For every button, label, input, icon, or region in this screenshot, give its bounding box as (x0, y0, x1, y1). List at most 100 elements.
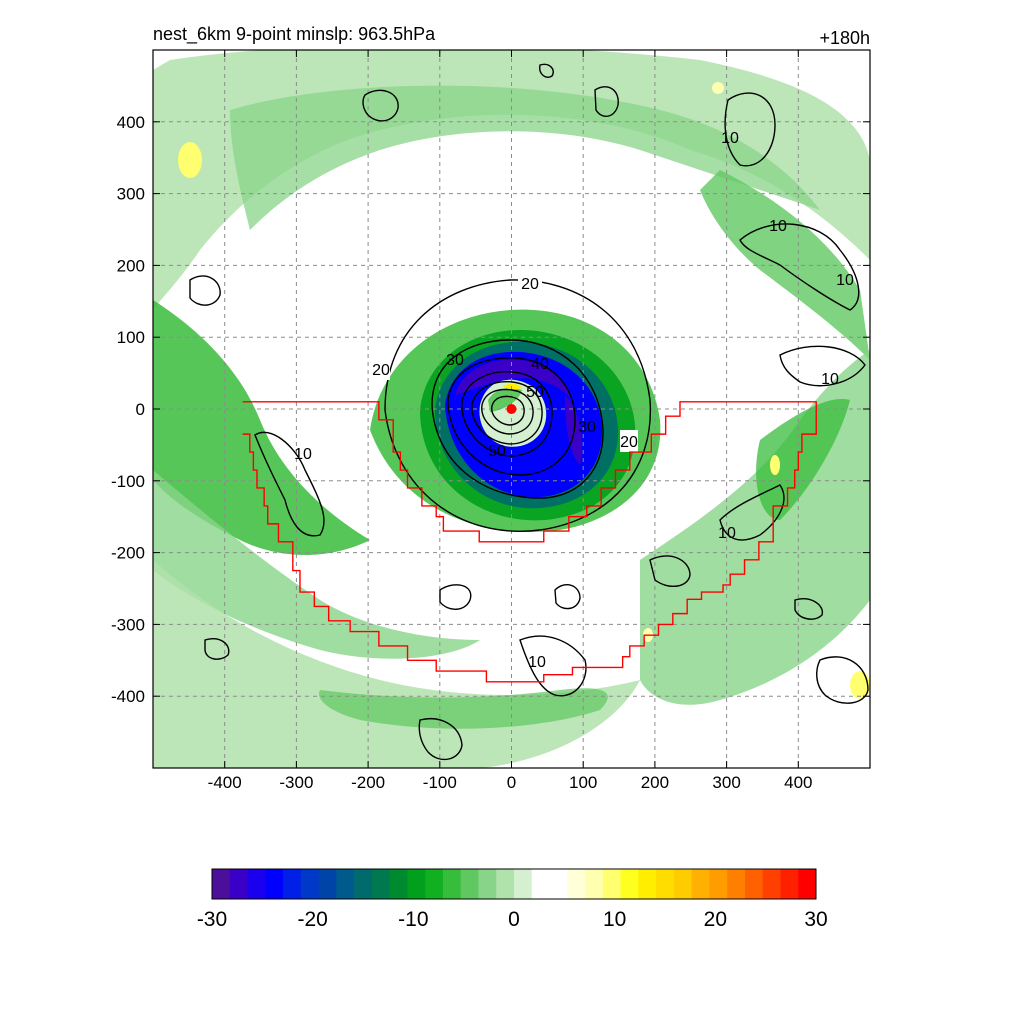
colorbar-swatch (283, 869, 302, 899)
colorbar-swatch (247, 869, 266, 899)
contour-30-ring (431, 339, 604, 499)
contour-inner-2 (481, 388, 534, 435)
contour-label-30-east: 30 (578, 419, 596, 436)
contour-small-5 (204, 638, 230, 660)
contour-small-10 (418, 718, 463, 761)
chart-title-right: +180h (819, 28, 870, 48)
colorbar-swatch (389, 869, 408, 899)
contour-small-6 (816, 656, 869, 704)
colorbar-swatch (762, 869, 781, 899)
contour-label-20-west: 20 (372, 362, 390, 379)
x-tick-label: 0 (507, 773, 516, 792)
contour-small-9 (794, 598, 824, 620)
contour-50-ring (461, 371, 553, 457)
x-tick-label: 300 (712, 773, 740, 792)
colorbar-swatch (744, 869, 764, 899)
colorbar-swatch (478, 869, 497, 899)
colorbar-swatch (442, 869, 462, 899)
contour-inner-1 (471, 381, 543, 445)
colorbar-swatch (798, 869, 817, 899)
y-tick-label: 300 (117, 185, 145, 204)
y-tick-label: -300 (111, 615, 145, 634)
colorbar-label: 30 (804, 908, 827, 931)
colorbar-label: -10 (398, 908, 428, 931)
colorbar-swatch (531, 869, 551, 899)
colorbar-swatch (691, 869, 710, 899)
contour-small-3 (439, 584, 472, 610)
contour-label-50-sw: 50 (488, 443, 506, 460)
colorbar-swatch (229, 869, 249, 899)
contour-label-20-top: 20 (521, 276, 539, 293)
contour-label-10-south: 10 (528, 654, 546, 671)
contour-10-west (254, 431, 325, 537)
contour-10-far-ne (779, 345, 866, 387)
colorbar-label: 10 (603, 908, 626, 931)
y-tick-label: 0 (136, 400, 145, 419)
positive-patch-ne (712, 82, 724, 94)
contour-inner-3 (491, 395, 525, 426)
eye-green (488, 388, 522, 412)
colorbar-swatch (549, 869, 568, 899)
south-rainband (319, 688, 608, 729)
x-tick-label: -100 (423, 773, 457, 792)
contour-small-7 (538, 63, 554, 78)
x-tick-label: 400 (784, 773, 812, 792)
colorbar-label: -30 (197, 908, 227, 931)
x-tick-label: 200 (641, 773, 669, 792)
colorbar-swatch (585, 869, 604, 899)
y-tick-label: -200 (111, 544, 145, 563)
contour-label-20-east: 20 (620, 434, 638, 451)
colorbar-swatch (727, 869, 746, 899)
colorbar-swatch (460, 869, 479, 899)
colorbar-label: 0 (508, 908, 520, 931)
contour-small-8 (649, 555, 691, 587)
contour-small-2 (594, 86, 619, 117)
contour-20-ring (384, 279, 652, 532)
colorbar-swatch (425, 869, 444, 899)
y-axis: 400 300 200 100 0 -100 -200 -300 -400 (111, 113, 870, 706)
contour-label-10-west: 10 (294, 446, 312, 463)
contour-label-10-ne-2: 10 (721, 130, 739, 147)
eyewall-purple (455, 359, 572, 400)
contour-10-ne (739, 223, 860, 311)
contour-10-east (719, 484, 785, 541)
contour-lines (189, 63, 869, 761)
x-tick-label: -300 (279, 773, 313, 792)
west-rainband (153, 300, 370, 555)
west-rainband-light (153, 470, 480, 659)
colorbar-swatch (780, 869, 799, 899)
colorbar-swatch (496, 869, 515, 899)
contour-small-11 (554, 584, 581, 610)
x-tick-label: -200 (351, 773, 385, 792)
colorbar-swatch (265, 869, 284, 899)
southeast-rainband-dark (756, 399, 850, 520)
contour-40-ring (447, 357, 576, 476)
positive-patch-e (770, 455, 780, 475)
contour-label-30-nw: 30 (446, 352, 464, 369)
colorbar-swatch (514, 869, 533, 899)
colorbar-swatch (336, 869, 355, 899)
x-tick-label: 100 (569, 773, 597, 792)
colorbar-swatch (212, 869, 231, 899)
contour-label-40: 40 (531, 356, 549, 373)
contour-10-ne-2 (724, 92, 776, 167)
colorbar-swatch (638, 869, 657, 899)
colorbar-swatch (318, 869, 337, 899)
positive-patch-se (850, 671, 870, 699)
x-axis: -400 -300 -200 -100 0 100 200 300 400 (208, 50, 812, 792)
contour-label-50-ne: 50 (526, 384, 544, 401)
contour-10-south (519, 635, 587, 697)
colorbar-swatch (656, 869, 675, 899)
colorbar-swatch (567, 869, 586, 899)
colorbar-swatch (673, 869, 693, 899)
colorbar-swatch (371, 869, 391, 899)
contour-small-4 (189, 275, 221, 306)
contour-small-1 (362, 89, 399, 122)
colorbar-label: 20 (704, 908, 727, 931)
y-tick-label: 200 (117, 256, 145, 275)
contour-label-10-east: 10 (821, 371, 839, 388)
colorbar-swatch (354, 869, 373, 899)
contour-label-10-ne: 10 (769, 218, 787, 235)
colorbar-labels: -30 -20 -10 0 10 20 30 (197, 908, 828, 931)
